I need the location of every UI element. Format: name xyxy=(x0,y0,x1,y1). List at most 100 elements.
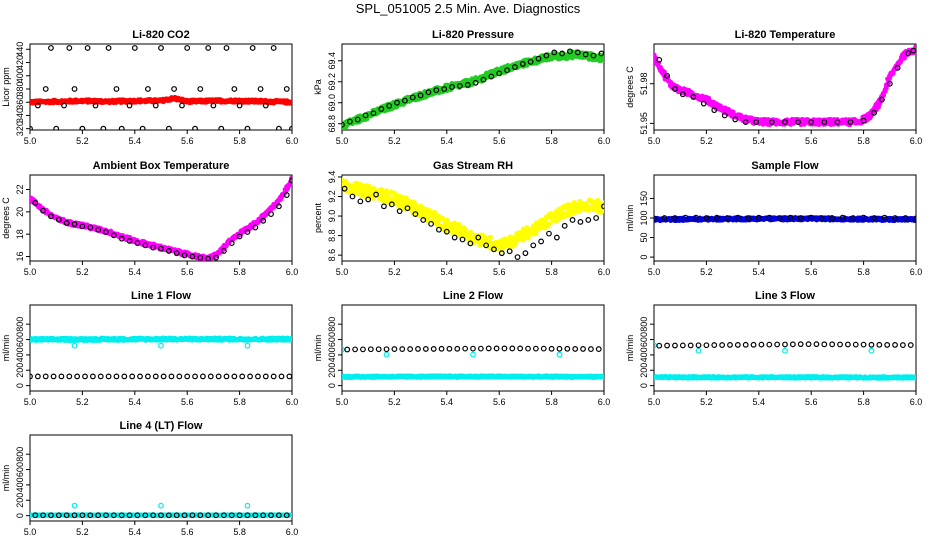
series-line-2-flow-dips- xyxy=(342,346,563,358)
data-point xyxy=(386,102,393,109)
x-tick-label: 5.4 xyxy=(753,267,766,277)
data-point xyxy=(283,86,290,92)
data-point xyxy=(573,209,579,215)
data-point xyxy=(89,373,96,380)
data-point xyxy=(829,215,836,221)
data-point xyxy=(438,345,445,352)
data-point xyxy=(871,215,877,221)
data-point xyxy=(346,118,353,125)
y-tick-label: 800 xyxy=(15,447,25,462)
y-axis-label: ml/min xyxy=(313,335,323,362)
data-point xyxy=(30,125,33,130)
data-point xyxy=(388,201,395,208)
data-point xyxy=(483,242,490,249)
panel-title: Sample Flow xyxy=(751,160,819,172)
data-point xyxy=(171,86,178,92)
data-point xyxy=(742,119,749,125)
y-tick-label: 100 xyxy=(639,210,649,225)
data-point xyxy=(420,217,427,223)
data-point xyxy=(553,234,560,241)
data-point xyxy=(207,373,214,380)
data-point xyxy=(342,346,345,353)
data-point xyxy=(55,216,62,223)
data-point xyxy=(152,373,159,380)
series-sample-flow-2-5-min- xyxy=(654,214,916,222)
data-point xyxy=(860,117,867,124)
data-point xyxy=(546,230,552,237)
x-tick-label: 5.0 xyxy=(24,136,37,146)
data-point xyxy=(228,240,235,247)
data-point xyxy=(462,345,469,352)
data-point xyxy=(252,224,259,231)
x-tick-label: 5.0 xyxy=(336,136,349,146)
data-point xyxy=(71,221,78,228)
data-point xyxy=(48,45,54,51)
series-line-2-flow-fine- xyxy=(342,373,604,381)
data-point xyxy=(268,211,274,217)
data-point xyxy=(498,250,505,257)
y-tick-label: 50 xyxy=(639,233,649,243)
x-tick-label: 5.4 xyxy=(129,267,142,277)
data-point xyxy=(572,346,579,352)
data-point xyxy=(732,116,739,123)
x-tick-label: 5.4 xyxy=(129,136,142,146)
data-point xyxy=(703,342,710,349)
y-tick-label: 69.2 xyxy=(327,73,337,91)
data-point xyxy=(876,341,883,348)
data-point xyxy=(813,341,820,348)
data-point xyxy=(884,342,891,348)
y-tick-label: 16 xyxy=(15,252,25,262)
data-point xyxy=(239,373,246,380)
x-tick-label: 6.0 xyxy=(286,267,299,277)
data-point xyxy=(223,45,230,51)
y-tick-label: 400 xyxy=(639,347,649,362)
data-point xyxy=(520,237,526,243)
x-tick-label: 5.0 xyxy=(24,397,37,407)
series-line-1-flow-2-5-min- xyxy=(30,373,292,380)
y-tick-label: 68.8 xyxy=(327,115,337,133)
data-point xyxy=(847,119,854,125)
data-point xyxy=(509,345,516,352)
data-point xyxy=(496,70,503,77)
data-point xyxy=(32,200,39,206)
data-point xyxy=(401,97,408,104)
y-tick-label: 360 xyxy=(15,95,25,110)
data-point xyxy=(407,346,414,352)
data-point xyxy=(758,341,765,348)
data-point xyxy=(844,341,851,348)
series-pressure-2-5-min- xyxy=(342,48,604,128)
x-tick-label: 5.8 xyxy=(233,136,246,146)
data-point xyxy=(487,234,493,240)
data-point xyxy=(286,373,292,380)
series-sample-flow-fine- xyxy=(654,215,916,224)
data-point xyxy=(797,215,804,221)
data-point xyxy=(354,116,361,123)
data-point xyxy=(205,45,212,51)
y-tick-label: 69.4 xyxy=(327,52,337,70)
x-tick-label: 5.0 xyxy=(648,136,661,146)
y-tick-label: 20 xyxy=(15,207,25,217)
series-box-temp-2-5-min- xyxy=(32,177,292,261)
y-tick-label: 9.0 xyxy=(327,210,337,223)
x-tick-label: 5.0 xyxy=(648,267,661,277)
data-point xyxy=(30,373,33,380)
data-point xyxy=(892,342,898,348)
data-point xyxy=(734,214,741,221)
y-tick-label: 380 xyxy=(15,81,25,96)
panel-title: Li-820 CO2 xyxy=(132,29,189,41)
data-point xyxy=(399,346,406,352)
data-point xyxy=(165,248,172,254)
y-tick-label: 9.2 xyxy=(327,190,337,203)
data-point xyxy=(105,373,112,380)
x-tick-label: 5.2 xyxy=(388,136,401,146)
data-point xyxy=(381,203,387,210)
data-point xyxy=(184,373,191,380)
series-li-820-co2-2-5-min- xyxy=(30,45,292,130)
data-point xyxy=(441,86,448,92)
data-point xyxy=(270,373,277,380)
data-point xyxy=(197,254,204,261)
data-point xyxy=(215,373,222,380)
y-tick-label: 600 xyxy=(639,332,649,347)
